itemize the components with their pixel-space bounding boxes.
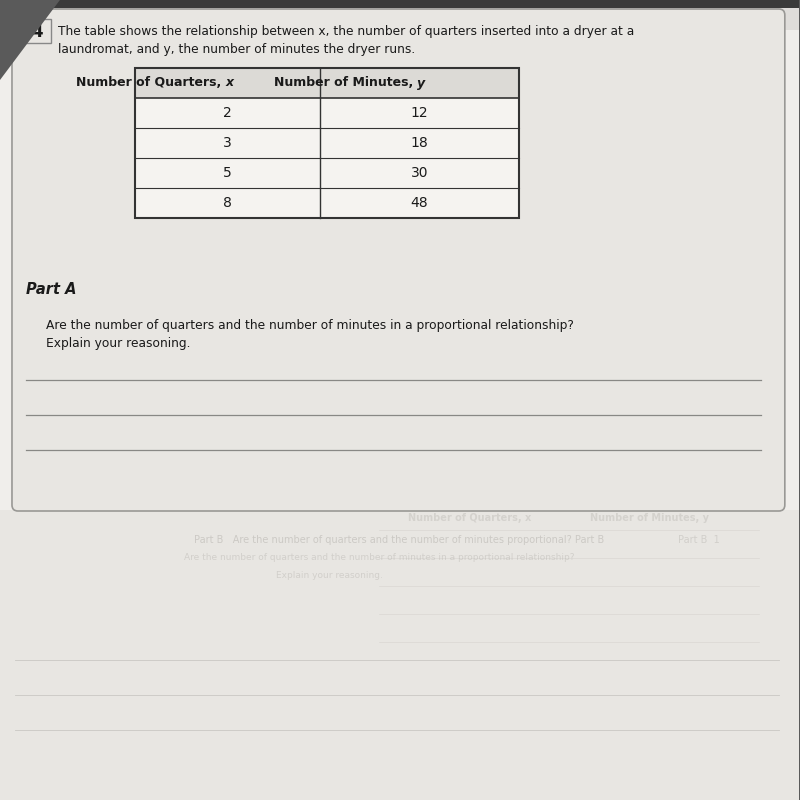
FancyBboxPatch shape bbox=[0, 0, 798, 30]
Text: Number of Minutes,: Number of Minutes, bbox=[274, 77, 418, 90]
Text: 5: 5 bbox=[222, 166, 231, 180]
Text: 30: 30 bbox=[410, 166, 428, 180]
FancyBboxPatch shape bbox=[23, 19, 51, 43]
Text: Number of Quarters,: Number of Quarters, bbox=[75, 77, 225, 90]
Text: Part B   Are the number of quarters and the number of minutes proportional? Part: Part B Are the number of quarters and th… bbox=[194, 535, 605, 545]
Text: 2: 2 bbox=[222, 106, 231, 120]
Text: Part B  1: Part B 1 bbox=[678, 535, 720, 545]
Text: 18: 18 bbox=[410, 136, 428, 150]
Text: 4: 4 bbox=[31, 23, 42, 41]
Text: x: x bbox=[225, 77, 234, 90]
Bar bbox=[134, 68, 519, 98]
Text: 8: 8 bbox=[222, 196, 231, 210]
Text: 12: 12 bbox=[410, 106, 428, 120]
Text: 48: 48 bbox=[410, 196, 428, 210]
Text: Number of Minutes, y: Number of Minutes, y bbox=[590, 513, 709, 523]
Text: Part A: Part A bbox=[26, 282, 77, 298]
Text: The table shows the relationship between x, the number of quarters inserted into: The table shows the relationship between… bbox=[58, 26, 634, 38]
Bar bbox=[0, 0, 798, 8]
Polygon shape bbox=[0, 0, 60, 80]
Bar bbox=[134, 68, 519, 218]
Text: 3: 3 bbox=[222, 136, 231, 150]
Bar bbox=[134, 68, 519, 218]
Text: Number of Quarters, x: Number of Quarters, x bbox=[408, 513, 531, 523]
Polygon shape bbox=[0, 0, 40, 50]
Text: Explain your reasoning.: Explain your reasoning. bbox=[46, 337, 190, 350]
Bar bbox=[0, 510, 798, 800]
Text: Are the number of quarters and the number of minutes in a proportional relations: Are the number of quarters and the numbe… bbox=[46, 318, 574, 331]
Text: laundromat, and y, the number of minutes the dryer runs.: laundromat, and y, the number of minutes… bbox=[58, 43, 415, 57]
Text: y: y bbox=[418, 77, 426, 90]
Text: Are the number of quarters and the number of minutes in a proportional relations: Are the number of quarters and the numbe… bbox=[184, 554, 574, 562]
FancyBboxPatch shape bbox=[12, 9, 785, 511]
Text: Explain your reasoning.: Explain your reasoning. bbox=[276, 570, 383, 579]
